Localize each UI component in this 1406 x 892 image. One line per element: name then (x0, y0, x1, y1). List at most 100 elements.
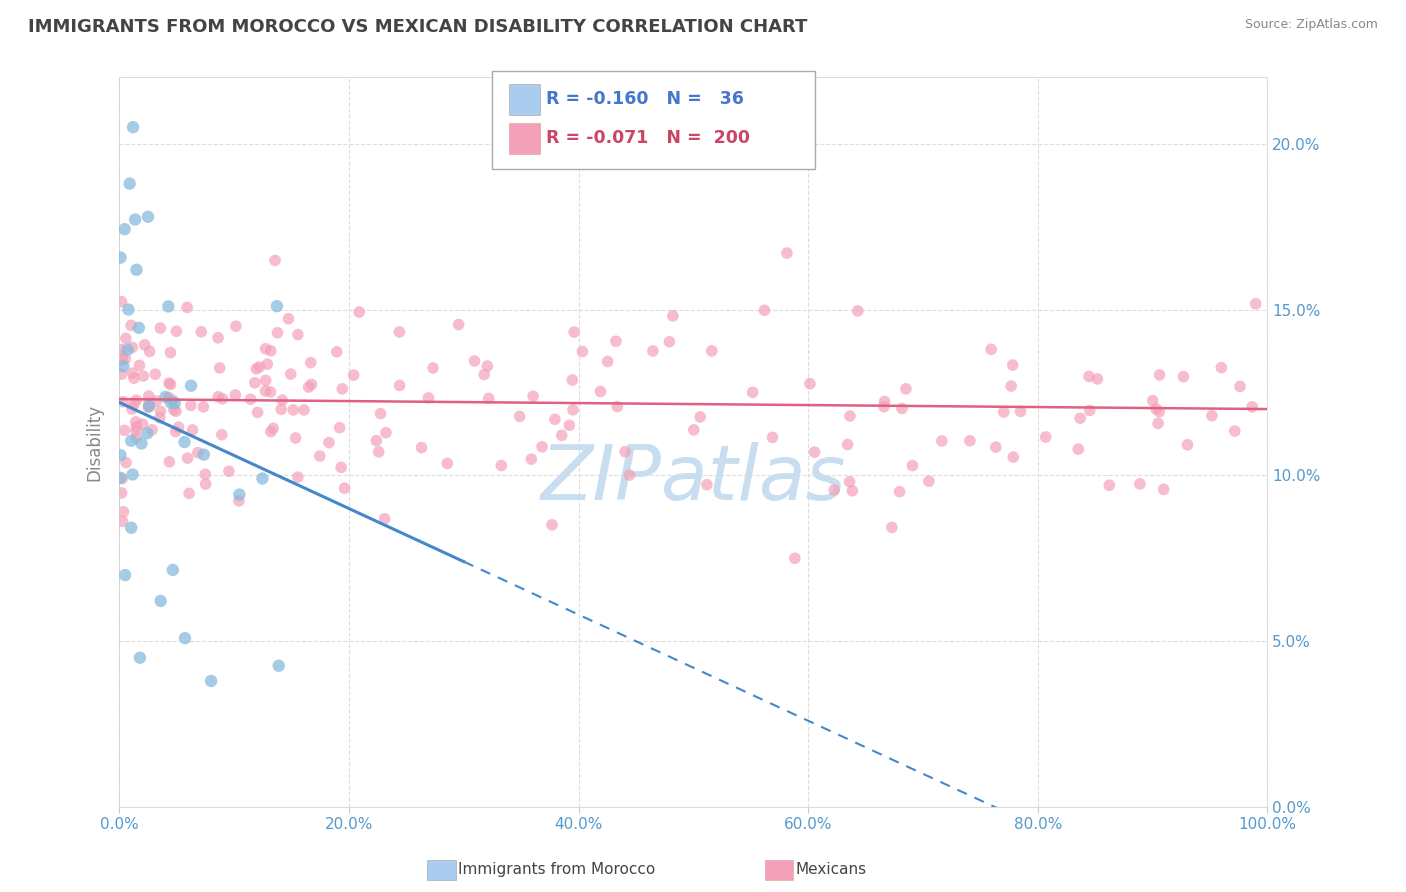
Point (118, 177, 141, 191)
Point (173, 435, 195, 450)
Point (1078, 403, 1101, 417)
Point (873, 394, 896, 409)
Point (614, 444, 637, 458)
Point (110, 486, 132, 500)
Point (619, 468, 641, 483)
Point (662, 309, 685, 323)
Point (174, 631, 197, 645)
Text: R = -0.160   N =   36: R = -0.160 N = 36 (546, 90, 744, 108)
Point (228, 494, 250, 508)
Point (783, 551, 806, 566)
Point (194, 477, 217, 491)
Y-axis label: Disability: Disability (86, 404, 103, 481)
Point (145, 394, 167, 409)
Point (1067, 442, 1090, 457)
Point (541, 517, 564, 532)
Point (984, 440, 1007, 454)
Point (561, 373, 583, 387)
Point (1010, 404, 1032, 418)
Point (1129, 476, 1152, 491)
Point (159, 345, 181, 359)
Point (228, 487, 250, 501)
Point (267, 658, 290, 673)
Point (157, 455, 180, 469)
Text: R = -0.071   N =  200: R = -0.071 N = 200 (546, 129, 749, 147)
Point (218, 464, 240, 478)
Point (143, 367, 166, 381)
Point (531, 440, 554, 454)
Point (110, 353, 132, 368)
Point (112, 359, 135, 374)
Point (374, 512, 396, 526)
Point (696, 477, 718, 491)
Point (165, 404, 187, 418)
Point (163, 396, 186, 410)
Point (125, 262, 148, 277)
Point (330, 460, 353, 475)
Point (128, 321, 150, 335)
Point (114, 222, 136, 236)
Point (589, 384, 612, 399)
Point (464, 354, 486, 368)
Point (287, 327, 309, 342)
Point (841, 483, 863, 498)
Point (292, 403, 315, 417)
Point (366, 434, 388, 448)
Point (243, 376, 266, 390)
Point (873, 400, 896, 414)
Point (509, 409, 531, 424)
Point (287, 470, 309, 484)
Point (959, 434, 981, 448)
Point (125, 431, 148, 445)
Point (141, 423, 163, 437)
Point (180, 399, 202, 413)
Point (149, 321, 172, 335)
Point (131, 417, 153, 431)
Point (181, 423, 204, 437)
Point (211, 427, 233, 442)
Point (124, 212, 146, 227)
Point (110, 367, 132, 381)
Point (114, 568, 136, 582)
Point (112, 505, 135, 519)
Point (1035, 430, 1057, 444)
Point (138, 401, 160, 415)
Point (283, 403, 305, 417)
Point (155, 390, 177, 404)
Point (121, 341, 143, 355)
Point (1002, 450, 1025, 464)
Point (838, 475, 860, 489)
Point (247, 359, 270, 374)
Point (1069, 411, 1091, 425)
Point (329, 420, 352, 434)
Point (252, 471, 274, 485)
Point (193, 448, 215, 462)
Point (1211, 360, 1233, 375)
Point (277, 311, 299, 326)
Point (1201, 409, 1223, 423)
Point (1142, 393, 1164, 408)
Point (894, 382, 917, 396)
Point (125, 419, 148, 434)
Point (411, 441, 433, 455)
Point (301, 377, 323, 392)
Point (761, 430, 783, 444)
Point (117, 302, 139, 317)
Point (347, 305, 370, 319)
Point (128, 359, 150, 373)
Point (562, 402, 585, 417)
Point (262, 421, 284, 435)
Point (187, 445, 209, 459)
Point (689, 409, 711, 424)
Point (1001, 358, 1024, 372)
Point (110, 294, 132, 309)
Point (117, 343, 139, 357)
Point (179, 486, 201, 500)
Point (741, 385, 763, 400)
Point (160, 395, 183, 409)
Point (1149, 368, 1171, 382)
Point (134, 338, 156, 352)
Point (193, 400, 215, 414)
Point (125, 393, 148, 408)
Point (889, 484, 911, 499)
